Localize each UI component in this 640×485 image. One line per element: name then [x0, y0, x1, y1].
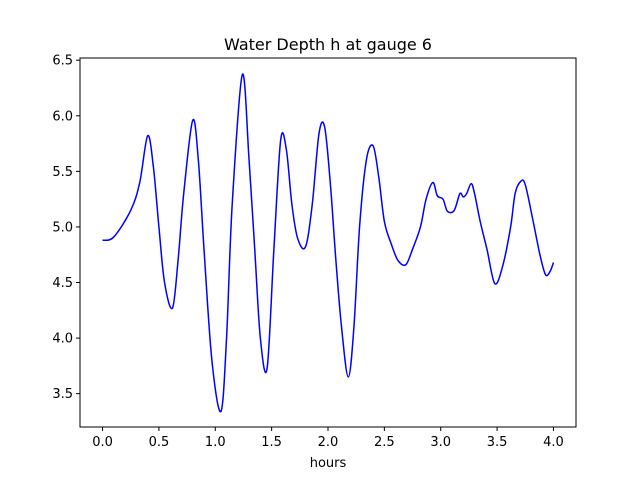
x-tick-label: 0.5	[149, 435, 170, 450]
chart-title: Water Depth h at gauge 6	[224, 35, 432, 54]
x-tick-label: 0.0	[92, 435, 113, 450]
y-tick-label: 6.5	[52, 54, 73, 69]
plot-area-frame	[79, 57, 577, 428]
y-tick-label: 5.0	[52, 220, 73, 235]
y-tick-label: 3.5	[52, 387, 73, 402]
x-tick-label: 3.0	[430, 435, 451, 450]
x-tick-label: 2.0	[318, 435, 339, 450]
series-line-water-depth	[102, 73, 555, 413]
x-tick-label: 4.0	[543, 435, 564, 450]
y-tick-label: 4.0	[52, 332, 73, 347]
y-tick-label: 5.5	[52, 165, 73, 180]
x-tick-label: 1.0	[205, 435, 226, 450]
x-axis-ticks: 0.0 0.5 1.0 1.5 2.0 2.5 3.0 3.5 4.0	[92, 427, 564, 450]
y-tick-label: 4.5	[52, 276, 73, 291]
y-tick-label: 6.0	[52, 109, 73, 124]
x-tick-label: 3.5	[487, 435, 508, 450]
x-tick-label: 2.5	[374, 435, 395, 450]
x-axis-label: hours	[310, 456, 347, 471]
x-tick-label: 1.5	[261, 435, 282, 450]
y-axis-ticks: 3.5 4.0 4.5 5.0 5.5 6.0 6.5	[52, 54, 80, 402]
